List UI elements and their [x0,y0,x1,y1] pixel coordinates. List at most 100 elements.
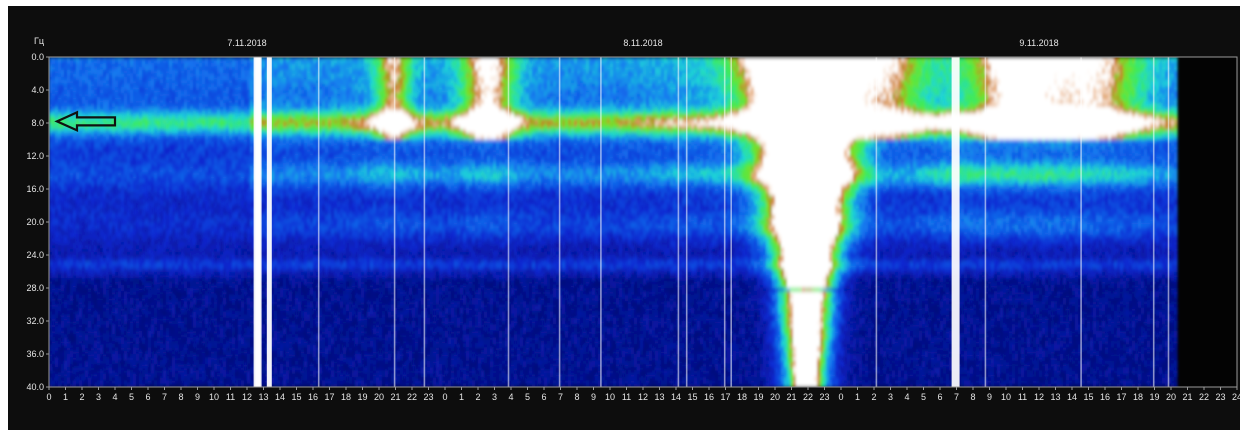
heatmap-cell [52,311,56,315]
heatmap-cell [109,76,113,81]
heatmap-cell [109,294,113,299]
heatmap-cell [106,350,110,355]
heatmap-cell [88,324,92,329]
heatmap-cell [76,182,80,187]
heatmap-cell [58,103,62,108]
heatmap-cell [100,96,104,101]
heatmap-cell [97,208,101,213]
heatmap-cell [94,231,98,236]
heatmap-cell [109,350,113,355]
heatmap-cell [85,278,89,282]
heatmap-cell [100,327,104,332]
heatmap-cell [94,202,98,207]
heatmap-cell [97,360,101,365]
heatmap-cell [82,76,86,81]
heatmap-cell [100,63,104,68]
heatmap-cell [82,192,86,197]
heatmap-cell [73,225,77,230]
heatmap-cell [82,238,86,243]
heatmap-cell [55,123,59,127]
heatmap-cell [94,57,98,61]
heatmap-cell [100,268,104,273]
heatmap-cell [64,192,68,197]
heatmap-cell [94,347,98,352]
heatmap-cell [91,357,95,362]
heatmap-cell [52,218,56,223]
heatmap-cell [97,225,101,230]
heatmap-cell [94,99,98,104]
heatmap-cell [94,271,98,276]
heatmap-cell [94,96,98,101]
heatmap-cell [61,136,65,141]
heatmap-cell [103,99,107,104]
heatmap-cell [82,195,86,200]
heatmap-cell [49,291,53,296]
heatmap-cell [109,304,113,309]
heatmap-cell [100,93,104,98]
heatmap-cell [79,255,83,259]
heatmap-cell [109,215,113,220]
heatmap-cell [94,251,98,256]
heatmap-cell [58,123,62,127]
heatmap-cell [55,159,59,164]
heatmap-cell [76,76,80,81]
heatmap-cell [79,304,83,309]
heatmap-cell [73,109,77,114]
heatmap-cell [82,175,86,180]
heatmap-cell [49,271,53,276]
heatmap-cell [100,245,104,249]
heatmap-cell [64,264,68,269]
heatmap-cell [76,146,80,150]
heatmap-cell [58,311,62,315]
heatmap-cell [61,301,65,306]
heatmap-cell [73,264,77,269]
heatmap-cell [85,202,89,207]
heatmap-cell [91,66,95,71]
heatmap-cell [103,70,107,75]
heatmap-cell [58,304,62,309]
heatmap-cell [85,185,89,190]
heatmap-cell [109,222,113,226]
heatmap-cell [49,212,53,216]
heatmap-cell [82,189,86,193]
heatmap-cell [97,205,101,210]
heatmap-cell [91,142,95,147]
heatmap-cell [61,327,65,332]
heatmap-cell [88,235,92,240]
heatmap-cell [103,337,107,342]
heatmap-cell [67,126,71,131]
heatmap-cell [109,380,113,385]
heatmap-cell [70,235,74,240]
heatmap-cell [55,235,59,240]
heatmap-cell [103,330,107,335]
heatmap-cell [82,370,86,375]
heatmap-cell [82,109,86,114]
heatmap-cell [55,245,59,249]
heatmap-cell [106,205,110,210]
heatmap-cell [94,360,98,365]
heatmap-cell [94,301,98,306]
heatmap-cell [88,93,92,98]
heatmap-cell [58,307,62,312]
heatmap-cell [70,215,74,220]
heatmap-cell [79,373,83,378]
heatmap-cell [73,93,77,98]
heatmap-cell [97,182,101,187]
heatmap-cell [76,261,80,266]
heatmap-cell [100,73,104,78]
heatmap-cell [85,297,89,302]
heatmap-cell [106,271,110,276]
heatmap-cell [106,314,110,319]
heatmap-cell [85,93,89,98]
heatmap-cell [73,198,77,203]
heatmap-cell [64,281,68,286]
heatmap-cell [73,347,77,352]
heatmap-cell [94,132,98,137]
heatmap-cell [61,80,65,84]
heatmap-cell [58,126,62,131]
heatmap-cell [109,241,113,246]
heatmap-cell [79,377,83,381]
heatmap-cell [100,218,104,223]
heatmap-cell [97,238,101,243]
heatmap-cell [49,350,53,355]
